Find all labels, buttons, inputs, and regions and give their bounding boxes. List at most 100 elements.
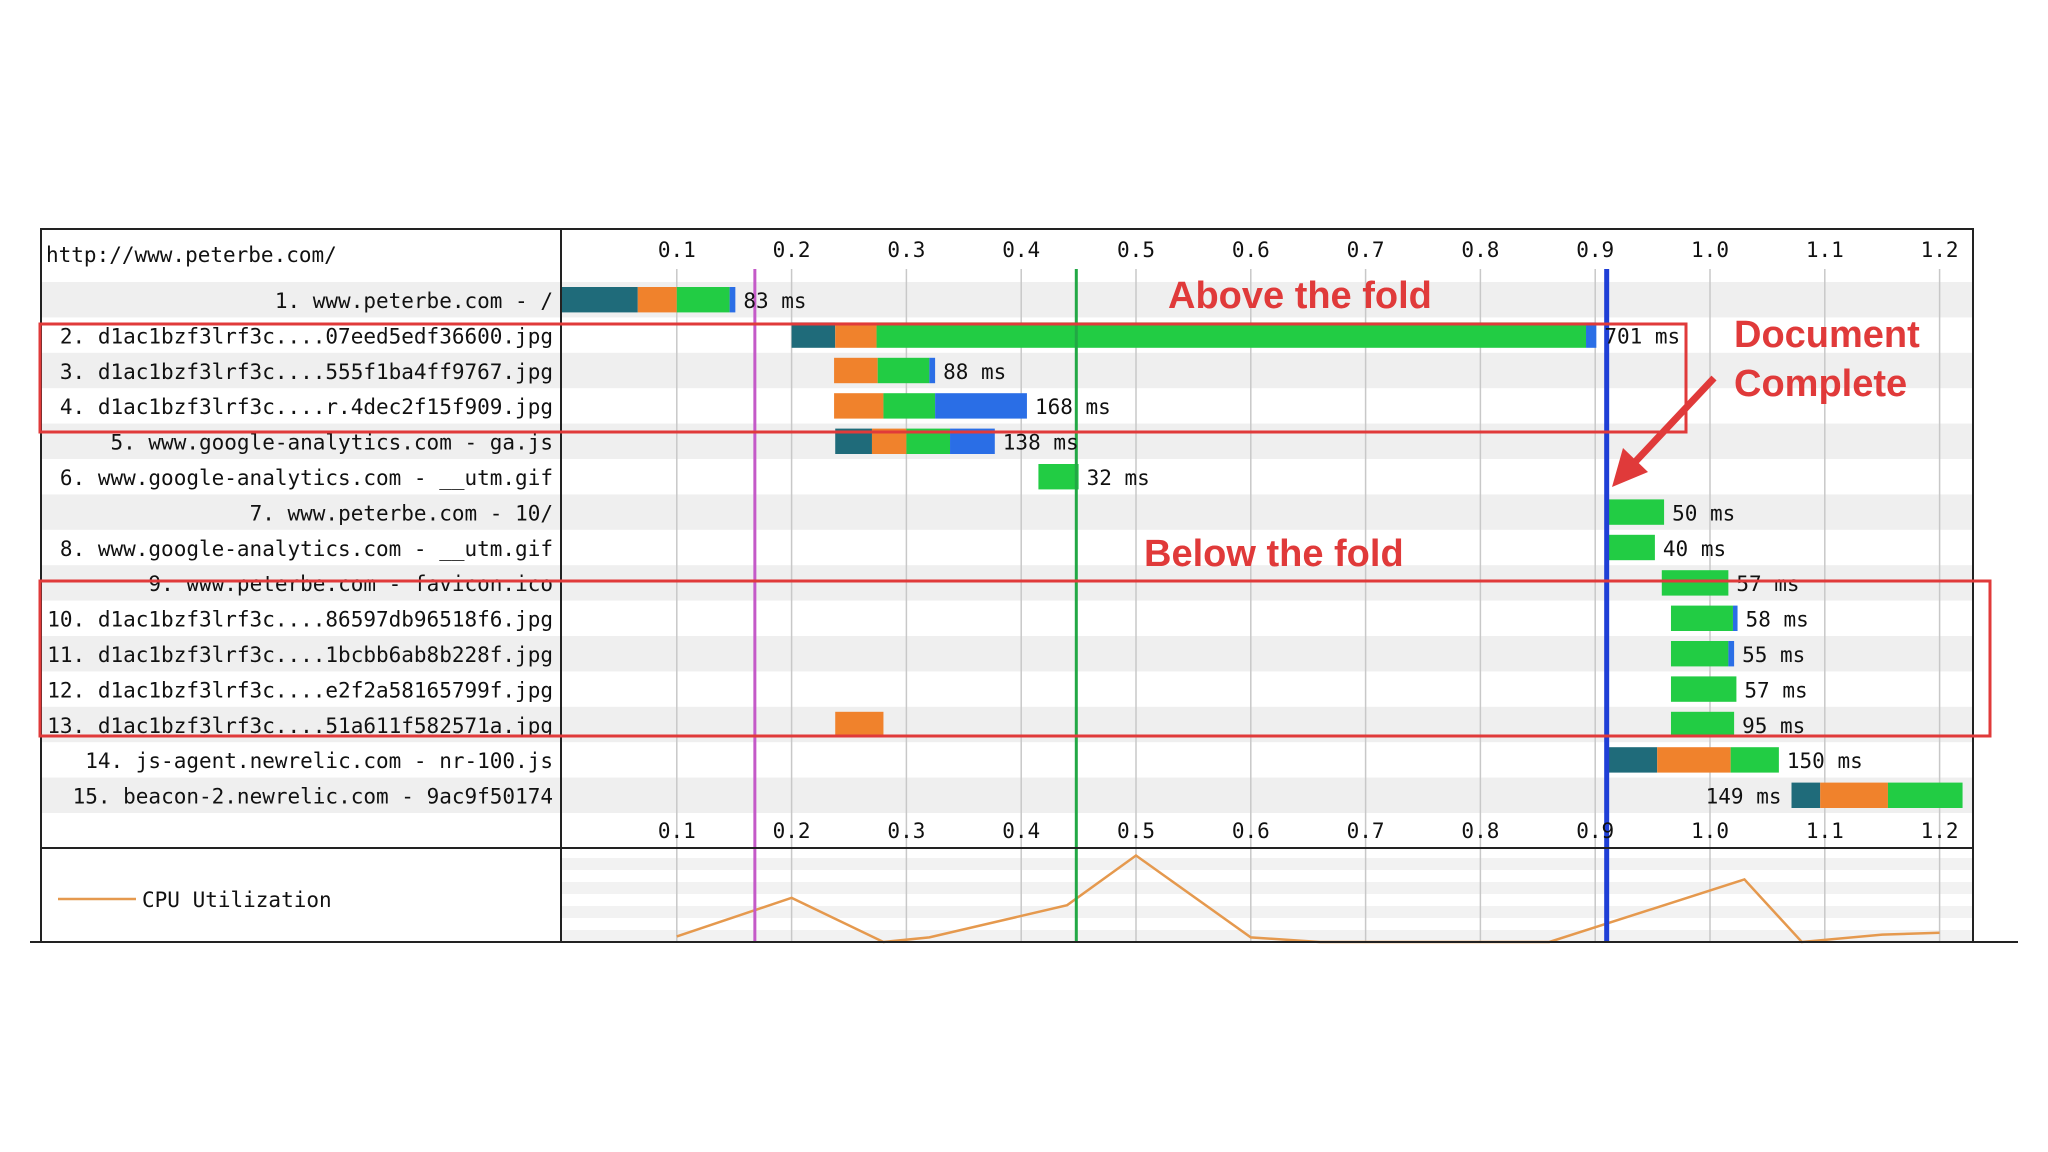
bar-segment-ttfb bbox=[883, 393, 936, 419]
bar-segment-download bbox=[1586, 322, 1597, 348]
bar-segment-ttfb bbox=[1670, 641, 1729, 667]
below-fold-annotation: Below the fold bbox=[1144, 533, 1404, 575]
bar-segment-connect bbox=[835, 322, 877, 348]
bar-segment-dns bbox=[791, 322, 836, 348]
row-stripe bbox=[41, 777, 1973, 813]
x-tick-label-bottom: 0.5 bbox=[1117, 819, 1155, 843]
row-stripe bbox=[41, 282, 1973, 318]
x-tick-label-top: 1.2 bbox=[1921, 238, 1959, 262]
bar-segment-dns bbox=[1791, 782, 1821, 808]
time-gridlines bbox=[676, 269, 1941, 942]
bar-segment-ttfb bbox=[1606, 534, 1655, 561]
x-tick-label-top: 1.1 bbox=[1806, 238, 1844, 262]
cpu-legend-label: CPU Utilization bbox=[142, 888, 332, 912]
bar-segment-connect bbox=[1820, 782, 1888, 808]
request-time-label: 55 ms bbox=[1742, 643, 1805, 667]
bar-segment-ttfb bbox=[876, 322, 1587, 348]
bar-segment-ttfb bbox=[1661, 570, 1729, 596]
bar-segment-dns bbox=[562, 287, 638, 313]
request-label: 15. beacon-2.newrelic.com - 9ac9f50174 bbox=[73, 785, 553, 809]
x-tick-label-top: 0.8 bbox=[1461, 238, 1499, 262]
bar-segment-ttfb bbox=[1670, 676, 1737, 702]
bar-segment-ttfb bbox=[1670, 711, 1735, 738]
request-time-label: 32 ms bbox=[1087, 466, 1150, 490]
request-time-label: 149 ms bbox=[1706, 785, 1782, 809]
above-fold-box bbox=[38, 322, 1688, 434]
text-labels: http://www.peterbe.com/ CPU Utilization … bbox=[46, 238, 1959, 912]
request-label: 5. www.google-analytics.com - ga.js bbox=[110, 431, 553, 455]
cpu-stripe bbox=[562, 906, 1973, 918]
bar-segment-ttfb bbox=[1730, 747, 1779, 773]
request-time-label: 57 ms bbox=[1744, 678, 1807, 702]
request-time-label: 58 ms bbox=[1746, 608, 1809, 632]
x-tick-label-bottom: 0.1 bbox=[658, 819, 696, 843]
request-label: 1. www.peterbe.com - / bbox=[275, 289, 553, 313]
x-tick-label-top: 0.6 bbox=[1232, 238, 1270, 262]
bar-segment-ttfb bbox=[1038, 464, 1079, 490]
request-time-label: 168 ms bbox=[1035, 395, 1111, 419]
x-tick-label-bottom: 0.4 bbox=[1002, 819, 1040, 843]
cpu-stripe bbox=[562, 858, 1973, 870]
request-time-label: 150 ms bbox=[1787, 749, 1863, 773]
bar-segment-connect bbox=[835, 711, 884, 738]
request-bars bbox=[562, 287, 1963, 808]
request-time-label: 701 ms bbox=[1604, 324, 1680, 348]
request-time-label: 57 ms bbox=[1736, 572, 1799, 596]
request-label: 10. d1ac1bzf3lrf3c....86597db96518f6.jpg bbox=[47, 608, 553, 632]
request-time-label: 83 ms bbox=[743, 289, 806, 313]
x-tick-label-top: 0.4 bbox=[1002, 238, 1040, 262]
bar-segment-download bbox=[1732, 605, 1738, 631]
bar-segment-download bbox=[1728, 641, 1735, 667]
request-label: 3. d1ac1bzf3lrf3c....555f1ba4ff9767.jpg bbox=[60, 360, 553, 384]
bar-segment-connect bbox=[834, 393, 884, 419]
page-url: http://www.peterbe.com/ bbox=[46, 243, 337, 267]
x-tick-label-bottom: 1.0 bbox=[1691, 819, 1729, 843]
request-time-label: 40 ms bbox=[1663, 537, 1726, 561]
bar-segment-ttfb bbox=[1606, 499, 1665, 525]
request-label: 12. d1ac1bzf3lrf3c....e2f2a58165799f.jpg bbox=[47, 678, 553, 702]
x-tick-label-top: 1.0 bbox=[1691, 238, 1729, 262]
bar-segment-download bbox=[935, 393, 1027, 419]
bar-segment-connect bbox=[1657, 747, 1731, 773]
annotations: Above the fold Below the fold Document C… bbox=[38, 275, 1992, 738]
request-time-label: 138 ms bbox=[1003, 431, 1079, 455]
cpu-stripe bbox=[562, 882, 1973, 894]
request-label: 7. www.peterbe.com - 10/ bbox=[250, 501, 553, 525]
bar-segment-download bbox=[929, 357, 936, 384]
x-tick-label-bottom: 0.8 bbox=[1461, 819, 1499, 843]
request-time-label: 50 ms bbox=[1672, 501, 1735, 525]
x-tick-label-bottom: 0.6 bbox=[1232, 819, 1270, 843]
timing-markers bbox=[753, 269, 1610, 942]
document-complete-arrow-head bbox=[1612, 448, 1648, 487]
request-label: 4. d1ac1bzf3lrf3c....r.4dec2f15f909.jpg bbox=[60, 395, 553, 419]
bar-segment-download bbox=[729, 287, 736, 313]
x-tick-label-top: 0.5 bbox=[1117, 238, 1155, 262]
x-tick-label-bottom: 0.7 bbox=[1347, 819, 1385, 843]
request-label: 14. js-agent.newrelic.com - nr-100.js bbox=[85, 749, 553, 773]
cpu-stripe bbox=[562, 930, 1973, 942]
x-tick-label-top: 0.2 bbox=[773, 238, 811, 262]
x-tick-label-bottom: 1.1 bbox=[1806, 819, 1844, 843]
bar-segment-connect bbox=[637, 287, 677, 313]
x-tick-label-bottom: 0.9 bbox=[1576, 819, 1614, 843]
document-complete-arrow-shaft bbox=[1633, 375, 1717, 464]
request-label: 6. www.google-analytics.com - __utm.gif bbox=[60, 466, 553, 490]
request-time-label: 88 ms bbox=[943, 360, 1006, 384]
request-label: 2. d1ac1bzf3lrf3c....07eed5edf36600.jpg bbox=[60, 324, 553, 348]
request-label: 13. d1ac1bzf3lrf3c....51a611f582571a.jpg bbox=[47, 714, 553, 738]
bar-segment-connect bbox=[834, 357, 878, 384]
row-stripe bbox=[41, 352, 1973, 389]
x-tick-label-top: 0.7 bbox=[1347, 238, 1385, 262]
x-tick-label-top: 0.3 bbox=[887, 238, 925, 262]
bar-segment-dns bbox=[1606, 747, 1658, 773]
above-fold-annotation: Above the fold bbox=[1168, 275, 1432, 317]
row-stripe bbox=[41, 636, 1973, 672]
request-label: 9. www.peterbe.com - favicon.ico bbox=[148, 572, 553, 596]
bar-segment-ttfb bbox=[1887, 782, 1963, 808]
request-label: 11. d1ac1bzf3lrf3c....1bcbb6ab8b228f.jpg bbox=[47, 643, 553, 667]
row-stripe bbox=[41, 565, 1973, 601]
document-complete-annotation-line2: Complete bbox=[1734, 363, 1907, 405]
x-tick-label-bottom: 0.3 bbox=[887, 819, 925, 843]
request-label: 8. www.google-analytics.com - __utm.gif bbox=[60, 537, 553, 561]
